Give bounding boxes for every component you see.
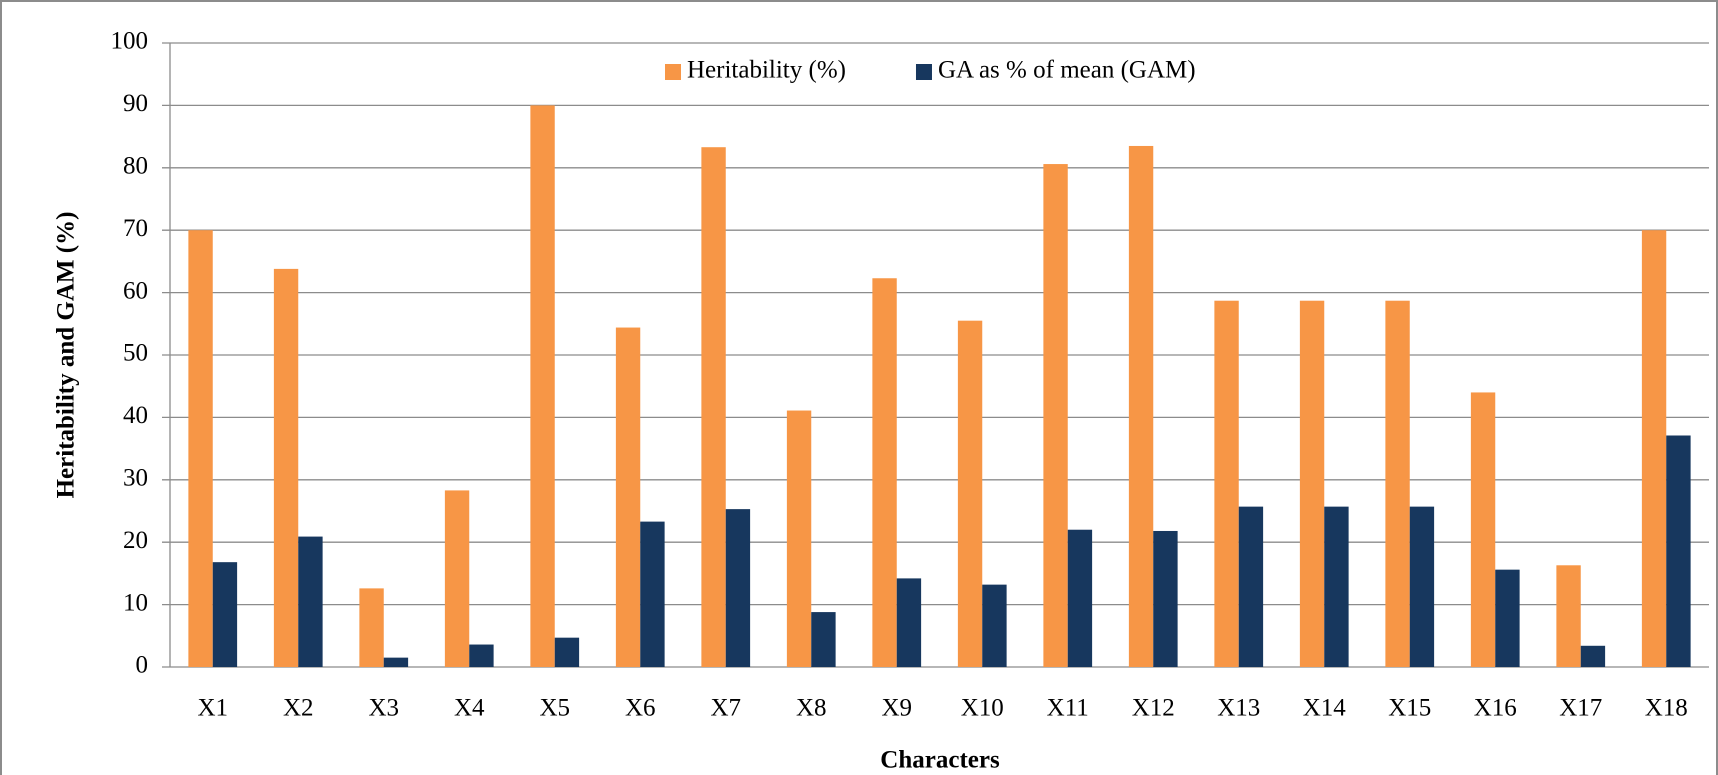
y-tick-label: 90	[123, 90, 148, 117]
x-tick-label: X6	[625, 695, 656, 722]
x-tick-label: X16	[1474, 695, 1517, 722]
x-tick-label: X1	[197, 695, 228, 722]
x-axis-label: Characters	[880, 747, 1000, 774]
legend-swatch	[665, 64, 681, 80]
bar	[811, 612, 836, 667]
bar	[298, 536, 323, 667]
x-tick-label: X13	[1217, 695, 1260, 722]
y-axis-label: Heritability and GAM (%)	[53, 212, 80, 499]
bar	[554, 637, 580, 667]
bar	[1153, 530, 1178, 667]
x-tick-label: X18	[1645, 695, 1688, 722]
x-tick-label: X5	[539, 695, 570, 722]
y-tick-label: 80	[123, 153, 148, 180]
bar	[615, 327, 641, 667]
bar	[212, 562, 238, 667]
bar	[1324, 506, 1349, 667]
bar	[1067, 529, 1093, 667]
y-tick-label: 30	[123, 465, 148, 492]
bar	[640, 521, 665, 667]
bar	[1128, 145, 1154, 667]
legend-swatch	[915, 64, 932, 80]
bar	[359, 588, 384, 667]
y-tick-label: 40	[123, 402, 148, 429]
bar	[701, 147, 726, 667]
bar	[1043, 164, 1068, 667]
x-tick-label: X9	[881, 695, 912, 722]
x-tick-label: X11	[1047, 695, 1089, 722]
x-tick-label: X12	[1132, 695, 1175, 722]
x-tick-label: X4	[454, 695, 485, 722]
bar	[444, 490, 470, 667]
bar	[1580, 645, 1606, 667]
x-tick-label: X17	[1559, 695, 1602, 722]
y-tick-label: 50	[123, 340, 148, 367]
x-tick-label: X2	[283, 695, 314, 722]
legend-label: Heritability (%)	[687, 57, 846, 84]
bar	[725, 509, 751, 667]
bar	[896, 578, 922, 667]
bar	[1238, 506, 1264, 667]
x-tick-label: X14	[1303, 695, 1347, 722]
y-tick-label: 100	[111, 28, 149, 55]
x-tick-label: X10	[961, 695, 1004, 722]
bar	[1214, 300, 1239, 667]
bar	[1299, 300, 1325, 667]
legend-label: GA as % of mean (GAM)	[938, 57, 1196, 84]
bar	[469, 644, 494, 667]
bar	[786, 410, 812, 667]
bar	[383, 657, 409, 667]
bar	[1385, 300, 1410, 667]
x-tick-label: X8	[796, 695, 827, 722]
x-tick-label: X15	[1388, 695, 1431, 722]
y-tick-label: 20	[123, 527, 148, 554]
y-tick-label: 0	[136, 652, 149, 679]
bar	[1495, 569, 1520, 667]
bar	[1641, 230, 1667, 667]
bar	[957, 320, 983, 667]
y-tick-label: 60	[123, 277, 148, 304]
bar	[530, 105, 555, 667]
y-tick-label: 70	[123, 215, 148, 242]
bar	[872, 278, 897, 667]
x-tick-label: X3	[368, 695, 399, 722]
y-tick-label: 10	[123, 589, 148, 616]
bar	[1556, 565, 1581, 667]
bar	[188, 230, 213, 667]
bar	[982, 584, 1007, 667]
bar	[1666, 435, 1691, 667]
bar	[273, 268, 299, 667]
bar	[1470, 392, 1496, 667]
x-tick-label: X7	[710, 695, 741, 722]
bar	[1409, 506, 1435, 667]
